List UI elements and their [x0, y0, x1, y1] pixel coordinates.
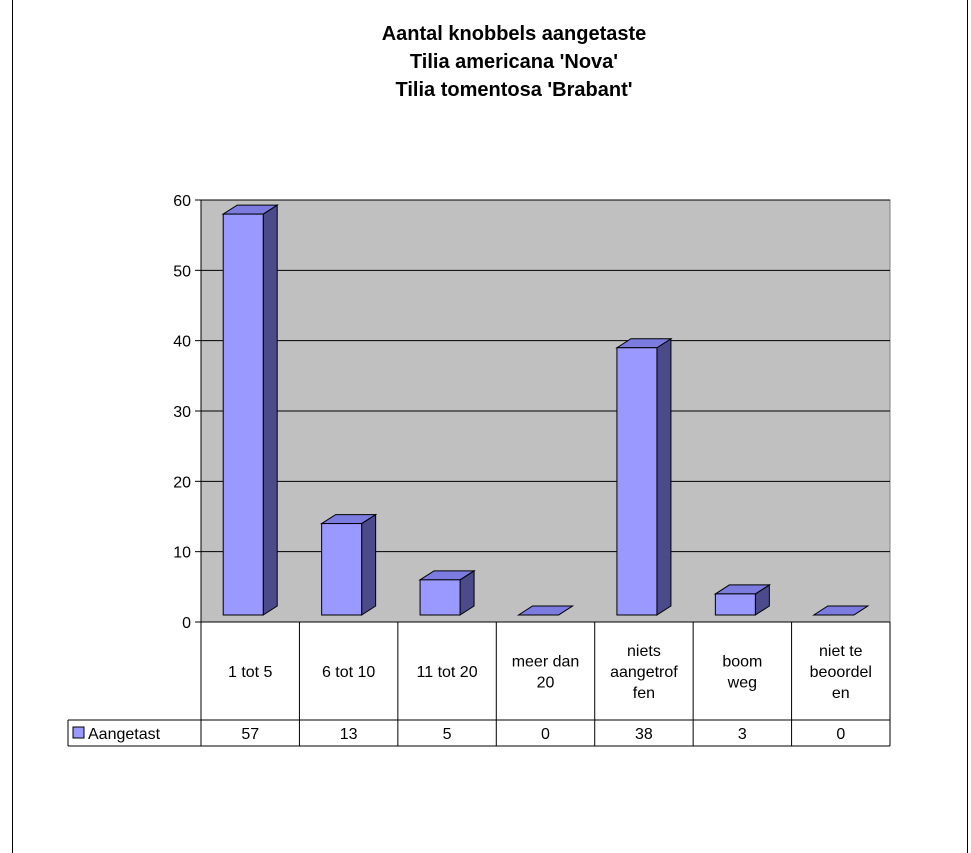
bar-side	[262, 204, 278, 616]
bar	[812, 605, 870, 616]
x-category-label: 1 tot 5	[228, 664, 273, 681]
legend-label: Aangetast	[88, 726, 161, 743]
bar-side	[361, 513, 377, 616]
bar-front	[419, 579, 461, 616]
y-tick-label: 40	[173, 334, 191, 351]
x-category-label: en	[832, 685, 850, 702]
bar-side	[656, 337, 672, 616]
bar	[418, 569, 476, 616]
bar-front	[222, 213, 264, 616]
chart-frame	[12, 0, 968, 853]
y-tick-label: 10	[173, 545, 191, 562]
x-category-label: aangetrof	[610, 664, 678, 681]
y-tick-label: 20	[173, 474, 191, 491]
data-table-value: 13	[340, 726, 358, 743]
bar	[615, 337, 673, 616]
chart-title-line: Aantal knobbels aangetaste	[382, 23, 647, 45]
x-category-label: beoordel	[810, 664, 872, 681]
data-table-value: 0	[836, 726, 845, 743]
bar-top	[812, 605, 870, 616]
chart-title-line: Tilia americana 'Nova'	[410, 51, 618, 73]
bar-top	[516, 605, 575, 616]
y-tick-label: 0	[182, 615, 191, 632]
x-category-label: fen	[633, 685, 655, 702]
bar	[516, 605, 575, 616]
data-table-value: 0	[541, 726, 550, 743]
x-category-label: 20	[537, 675, 555, 692]
bar	[221, 204, 279, 616]
data-table-value: 38	[635, 726, 653, 743]
chart-title-line: Tilia tomentosa 'Brabant'	[396, 79, 633, 101]
bar-front	[616, 347, 658, 616]
y-tick-label: 50	[173, 263, 191, 280]
x-category-label: meer dan	[512, 654, 580, 671]
data-table-value: 57	[241, 726, 259, 743]
y-tick-label: 30	[173, 404, 191, 421]
x-category-label: niet te	[819, 643, 863, 660]
bar	[713, 583, 772, 616]
bar	[319, 513, 378, 616]
x-category-label: 11 tot 20	[417, 664, 478, 681]
data-table-value: 5	[443, 726, 452, 743]
bar-front	[321, 523, 363, 616]
data-table-value: 3	[738, 726, 747, 743]
x-category-label: niets	[627, 643, 661, 660]
legend-swatch	[72, 726, 85, 739]
y-tick-label: 60	[173, 193, 191, 210]
x-category-label: 6 tot 10	[322, 664, 375, 681]
bar-front	[714, 593, 756, 616]
x-category-label: boom	[722, 654, 762, 671]
x-category-label: weg	[727, 675, 757, 692]
